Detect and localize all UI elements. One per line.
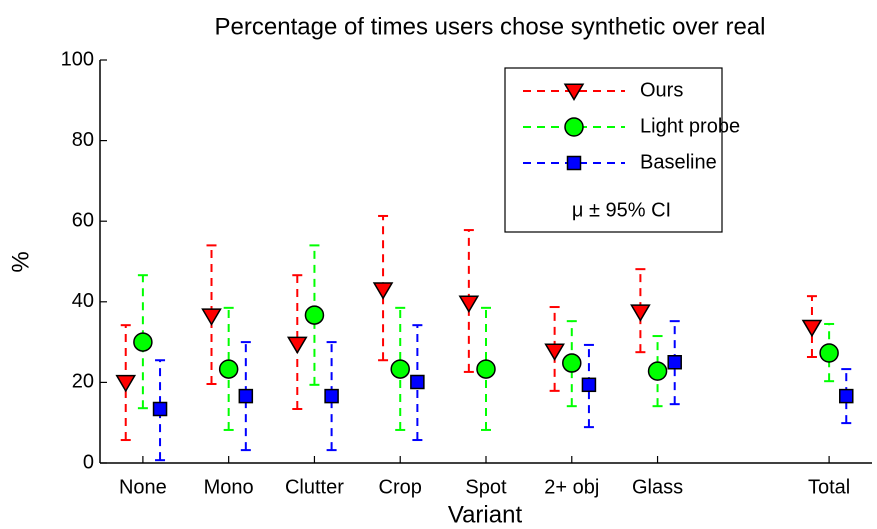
- point-marker: [238, 388, 254, 404]
- x-tick-label: Total: [808, 476, 850, 498]
- legend-label: Light probe: [640, 115, 740, 137]
- point-marker: [324, 388, 339, 404]
- legend-marker: [563, 83, 585, 102]
- point-marker: [115, 374, 137, 393]
- legend-label: Baseline: [640, 151, 717, 173]
- chart-title: Percentage of times users chose syntheti…: [215, 13, 766, 40]
- point-marker: [410, 374, 425, 390]
- point-marker: [372, 282, 394, 300]
- legend-box: [504, 67, 723, 233]
- point-marker: [562, 353, 582, 373]
- x-tick-label: Spot: [465, 476, 507, 498]
- x-tick-label: Glass: [632, 476, 683, 498]
- point-marker: [218, 359, 239, 379]
- legend-marker: [564, 117, 584, 137]
- point-marker: [390, 359, 410, 379]
- point-marker: [667, 355, 682, 370]
- y-tick-label: 60: [72, 209, 94, 231]
- x-axis-label: Variant: [448, 501, 523, 528]
- point-marker: [458, 295, 480, 314]
- point-marker: [201, 308, 222, 326]
- point-marker: [801, 319, 823, 338]
- y-axis-label: %: [7, 251, 34, 272]
- point-marker: [304, 305, 325, 325]
- point-marker: [630, 304, 651, 322]
- y-tick-label: 80: [72, 129, 94, 151]
- x-tick-label: Crop: [379, 476, 422, 498]
- y-tick-label: 40: [72, 290, 94, 312]
- point-marker: [581, 377, 597, 393]
- point-marker: [839, 388, 854, 404]
- point-marker: [819, 343, 839, 363]
- point-marker: [286, 336, 308, 355]
- point-marker: [133, 332, 153, 352]
- legend-label: Ours: [640, 79, 683, 101]
- x-tick-label: Mono: [204, 476, 254, 498]
- point-marker: [647, 361, 668, 381]
- y-tick-label: 20: [72, 371, 94, 393]
- y-tick-label: 100: [61, 48, 94, 70]
- point-marker: [544, 343, 565, 361]
- legend-note: μ ± 95% CI: [572, 199, 671, 221]
- y-tick-label: 0: [83, 451, 94, 473]
- legend-marker: [566, 155, 582, 171]
- point-marker: [152, 401, 168, 417]
- x-tick-label: None: [119, 476, 167, 498]
- point-marker: [476, 359, 496, 379]
- x-tick-label: 2+ obj: [544, 476, 599, 498]
- x-tick-label: Clutter: [285, 476, 344, 498]
